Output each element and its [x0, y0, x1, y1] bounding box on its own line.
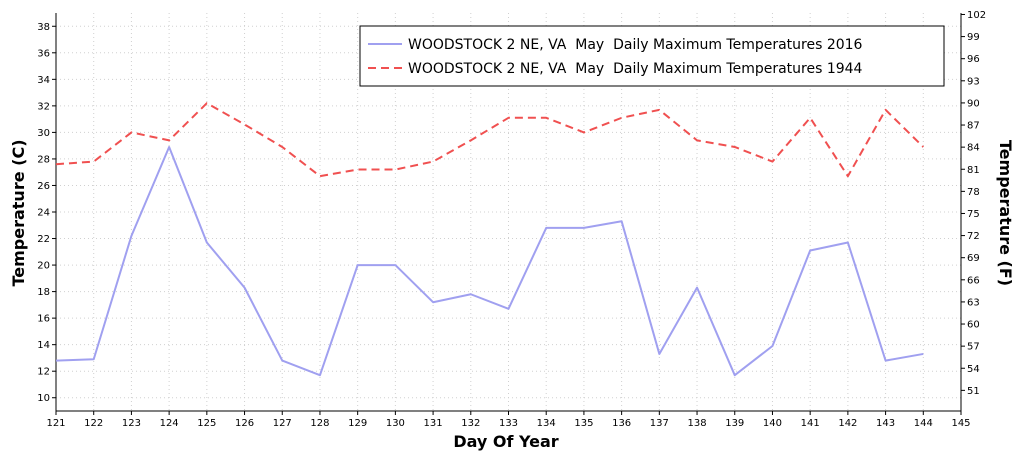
y-tick-label-right: 60 — [967, 320, 980, 331]
x-tick-label: 125 — [197, 418, 216, 429]
y-tick-label-right: 57 — [967, 342, 980, 353]
x-tick-label: 135 — [574, 418, 593, 429]
series-line-1944 — [55, 102, 924, 178]
x-tick-label: 130 — [386, 418, 405, 429]
y-tick-label-right: 66 — [967, 275, 980, 286]
x-tick-label: 131 — [424, 418, 443, 429]
x-tick-label: 129 — [348, 418, 367, 429]
y-tick-label-right: 81 — [967, 165, 980, 176]
x-tick-label: 126 — [235, 418, 254, 429]
x-tick-label: 132 — [461, 418, 480, 429]
y-tick-label-left: 18 — [37, 287, 50, 298]
y-tick-label-left: 30 — [37, 128, 50, 139]
y-tick-label-right: 99 — [967, 32, 980, 43]
y-tick-label-left: 38 — [37, 22, 50, 33]
legend: WOODSTOCK 2 NE, VA May Daily Maximum Tem… — [359, 25, 945, 87]
y-tick-label-left: 28 — [37, 154, 50, 165]
x-axis-title: Day Of Year — [453, 432, 558, 451]
x-tick-label: 144 — [914, 418, 933, 429]
y-tick-label-right: 93 — [967, 76, 980, 87]
y-axis-title-left: Temperature (C) — [9, 139, 28, 286]
y-tick-label-left: 34 — [37, 75, 50, 86]
y-tick-label-left: 24 — [37, 208, 50, 219]
y-tick-label-left: 22 — [37, 234, 50, 245]
x-tick-label: 138 — [687, 418, 706, 429]
x-tick-label: 128 — [310, 418, 329, 429]
tick-labels: 121 122 123 124 125 126 127 128 129 130 131 132 133 1… — [37, 10, 986, 429]
y-tick-label-left: 14 — [37, 340, 50, 351]
x-tick-label: 145 — [951, 418, 970, 429]
x-tick-label: 137 — [650, 418, 669, 429]
y-tick-label-right: 78 — [967, 187, 980, 198]
y-tick-label-right: 84 — [967, 143, 980, 154]
x-tick-label: 140 — [763, 418, 782, 429]
x-tick-label: 133 — [499, 418, 518, 429]
x-tick-label: 143 — [876, 418, 895, 429]
x-tick-label: 139 — [725, 418, 744, 429]
y-tick-label-right: 96 — [967, 54, 980, 65]
y-tick-label-left: 26 — [37, 181, 50, 192]
y-tick-label-right: 75 — [967, 209, 980, 220]
y-axis-title-right: Temperature (F) — [996, 140, 1015, 286]
y-tick-label-left: 20 — [37, 261, 50, 272]
x-tick-label: 142 — [838, 418, 857, 429]
y-tick-label-right: 102 — [967, 10, 986, 21]
x-tick-label: 121 — [46, 418, 65, 429]
x-tick-label: 127 — [273, 418, 292, 429]
y-tick-label-left: 12 — [37, 367, 50, 378]
grid-lines — [55, 13, 962, 411]
y-tick-label-right: 87 — [967, 121, 980, 132]
y-tick-label-right: 90 — [967, 98, 980, 109]
y-tick-label-right: 63 — [967, 297, 980, 308]
y-tick-label-left: 10 — [37, 393, 50, 404]
x-tick-label: 134 — [537, 418, 556, 429]
legend-label-series-2016: WOODSTOCK 2 NE, VA May Daily Maximum Tem… — [408, 37, 863, 53]
legend-label-series-1944: WOODSTOCK 2 NE, VA May Daily Maximum Tem… — [408, 61, 863, 77]
y-tick-label-left: 32 — [37, 101, 50, 112]
x-tick-label: 141 — [801, 418, 820, 429]
x-tick-label: 122 — [84, 418, 103, 429]
y-tick-label-left: 16 — [37, 314, 50, 325]
legend-box — [359, 25, 945, 87]
y-tick-label-right: 69 — [967, 253, 980, 264]
x-tick-label: 124 — [160, 418, 179, 429]
y-tick-label-left: 36 — [37, 48, 50, 59]
x-tick-label: 136 — [612, 418, 631, 429]
y-tick-label-right: 51 — [967, 386, 980, 397]
series-lines — [55, 102, 924, 377]
series-line-2016 — [55, 145, 924, 377]
y-tick-label-right: 72 — [967, 231, 980, 242]
x-tick-label: 123 — [122, 418, 141, 429]
y-tick-label-right: 54 — [967, 364, 980, 375]
